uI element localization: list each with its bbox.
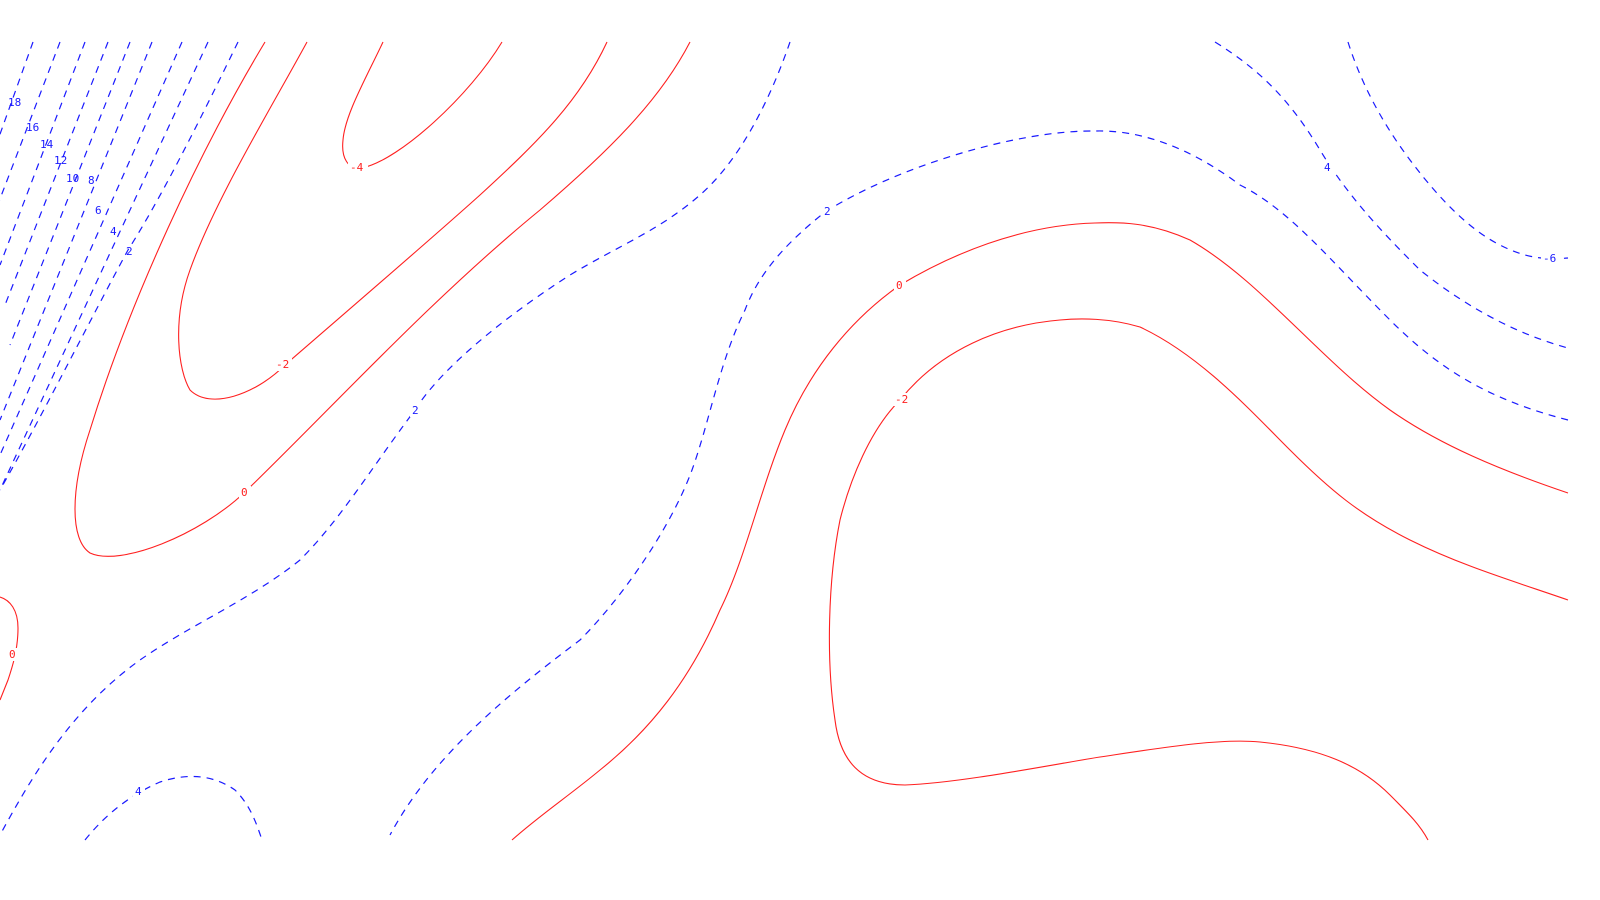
contour-line-ne-neg6 xyxy=(1347,41,1569,260)
contour-label: -2 xyxy=(895,393,908,406)
contour-label: 0 xyxy=(9,648,16,661)
contour-label: 4 xyxy=(135,785,142,798)
contour-line-right-0 xyxy=(511,222,1569,841)
contour-line-ne-4 xyxy=(1214,41,1569,349)
contour-label: -6 xyxy=(1543,252,1556,265)
contour-line-top-neg4 xyxy=(342,41,503,169)
contour-label: 8 xyxy=(88,174,95,187)
contour-label: 18 xyxy=(8,96,21,109)
contour-label: 0 xyxy=(241,486,248,499)
contour-label: 10 xyxy=(66,172,79,185)
contour-labels: 18 16 14 12 10 8 6 4 2 -4 -2 0 2 2 0 -2 … xyxy=(7,96,1561,798)
contour-label: 2 xyxy=(824,205,831,218)
contour-line-nw-18 xyxy=(0,41,34,136)
contour-line-mid-2 xyxy=(389,130,1569,836)
contour-line-nw-16 xyxy=(0,41,61,201)
contour-line-nw-10 xyxy=(9,41,131,346)
contour-line-nw-14 xyxy=(0,41,86,266)
contour-label: 12 xyxy=(54,154,67,167)
contour-label: -4 xyxy=(350,161,364,174)
contour-line-nw-4 xyxy=(0,41,209,491)
contour-label: 6 xyxy=(95,204,102,217)
nw-positive-contour-group xyxy=(0,41,239,491)
contour-label: -2 xyxy=(276,358,289,371)
contour-line-nw-12 xyxy=(4,41,109,306)
contour-label: 14 xyxy=(40,138,54,151)
contour-line-nw-6 xyxy=(0,41,183,456)
contour-label: 16 xyxy=(26,121,39,134)
contour-line-left-neg2 xyxy=(178,41,608,400)
contour-label: 2 xyxy=(126,245,133,258)
contour-line-left-0 xyxy=(74,41,691,557)
contour-label: 4 xyxy=(1324,161,1331,174)
contour-line-center-2 xyxy=(0,41,791,836)
contour-line-nw-8 xyxy=(0,41,153,421)
contour-line-nw-2 xyxy=(0,41,239,491)
contour-line-right-neg2 xyxy=(828,318,1569,841)
contour-label: 4 xyxy=(110,225,117,238)
contour-label: 0 xyxy=(896,279,903,292)
contour-label: 2 xyxy=(412,404,419,417)
contour-line-sw-4 xyxy=(84,775,263,841)
